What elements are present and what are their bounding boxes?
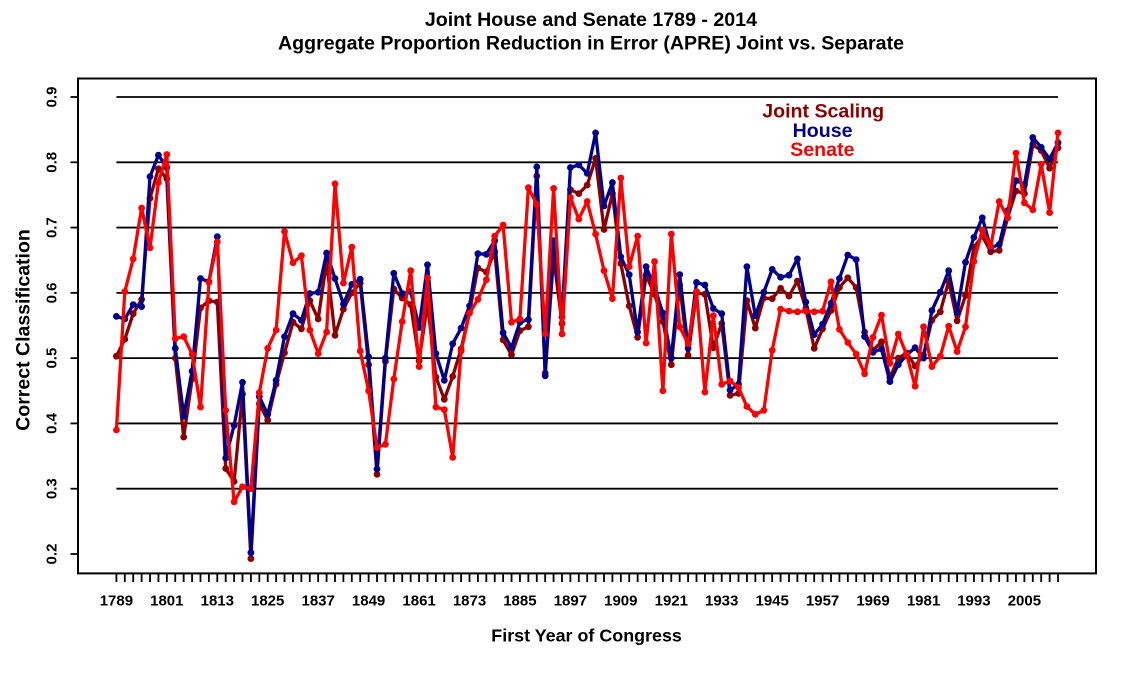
svg-text:1837: 1837: [302, 593, 335, 610]
svg-text:1957: 1957: [806, 593, 839, 610]
svg-text:0.6: 0.6: [44, 282, 61, 303]
svg-text:Joint Scaling: Joint Scaling: [762, 101, 884, 123]
svg-text:House: House: [793, 120, 853, 142]
svg-text:1885: 1885: [503, 593, 536, 610]
svg-text:1945: 1945: [756, 593, 789, 610]
svg-text:1849: 1849: [352, 593, 385, 610]
svg-text:Joint House and Senate 1789 -: Joint House and Senate 1789 - 2014: [425, 9, 757, 31]
svg-text:Aggregate Proportion Reduction: Aggregate Proportion Reduction in Error …: [278, 33, 904, 55]
svg-text:Correct Classification: Correct Classification: [13, 229, 35, 431]
svg-text:0.3: 0.3: [44, 478, 61, 499]
svg-text:0.5: 0.5: [44, 348, 61, 369]
svg-text:0.4: 0.4: [44, 412, 61, 434]
svg-text:1825: 1825: [251, 593, 284, 610]
svg-text:0.2: 0.2: [44, 544, 61, 565]
svg-text:1981: 1981: [907, 593, 940, 610]
svg-text:0.7: 0.7: [44, 217, 61, 238]
svg-text:0.9: 0.9: [44, 87, 61, 108]
svg-text:1921: 1921: [655, 593, 688, 610]
svg-text:1993: 1993: [957, 593, 990, 610]
svg-text:1873: 1873: [453, 593, 486, 610]
svg-text:1861: 1861: [402, 593, 435, 610]
svg-text:1909: 1909: [604, 593, 637, 610]
svg-text:1969: 1969: [856, 593, 889, 610]
svg-text:1813: 1813: [201, 593, 234, 610]
svg-text:1933: 1933: [705, 593, 738, 610]
svg-text:First Year of Congress: First Year of Congress: [491, 625, 682, 645]
svg-text:1789: 1789: [100, 593, 133, 610]
svg-text:2005: 2005: [1008, 593, 1041, 610]
svg-text:1801: 1801: [150, 593, 183, 610]
svg-text:Senate: Senate: [790, 139, 854, 161]
svg-text:1897: 1897: [554, 593, 587, 610]
svg-text:0.8: 0.8: [44, 152, 61, 173]
